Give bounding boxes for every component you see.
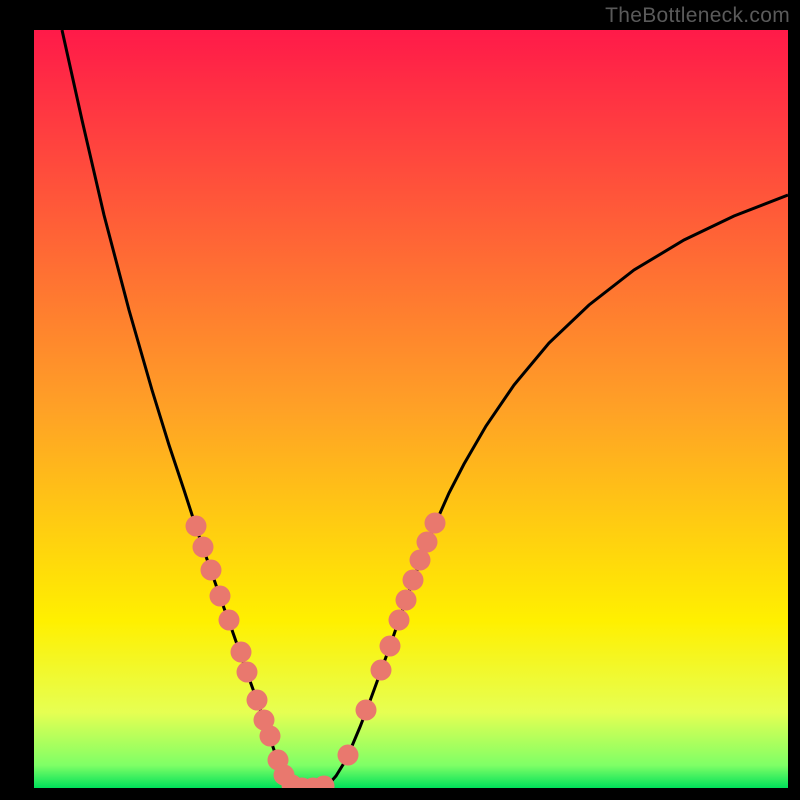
data-marker [403, 570, 424, 591]
data-marker [186, 516, 207, 537]
data-marker [417, 532, 438, 553]
data-marker [396, 590, 417, 611]
marker-group [186, 513, 446, 789]
data-marker [193, 537, 214, 558]
watermark-text: TheBottleneck.com [605, 4, 790, 28]
data-marker [356, 700, 377, 721]
data-marker [231, 642, 252, 663]
data-marker [247, 690, 268, 711]
chart-frame: TheBottleneck.com [0, 0, 800, 800]
data-marker [260, 726, 281, 747]
data-marker [380, 636, 401, 657]
data-marker [338, 745, 359, 766]
data-marker [425, 513, 446, 534]
data-marker [389, 610, 410, 631]
plot-gradient-area [34, 30, 788, 788]
data-marker [314, 776, 335, 789]
data-marker [371, 660, 392, 681]
left-curve [62, 30, 297, 788]
data-marker [237, 662, 258, 683]
data-marker [201, 560, 222, 581]
right-curve [323, 195, 788, 788]
data-marker [210, 586, 231, 607]
data-marker [219, 610, 240, 631]
curve-layer [34, 30, 788, 788]
data-marker [410, 550, 431, 571]
